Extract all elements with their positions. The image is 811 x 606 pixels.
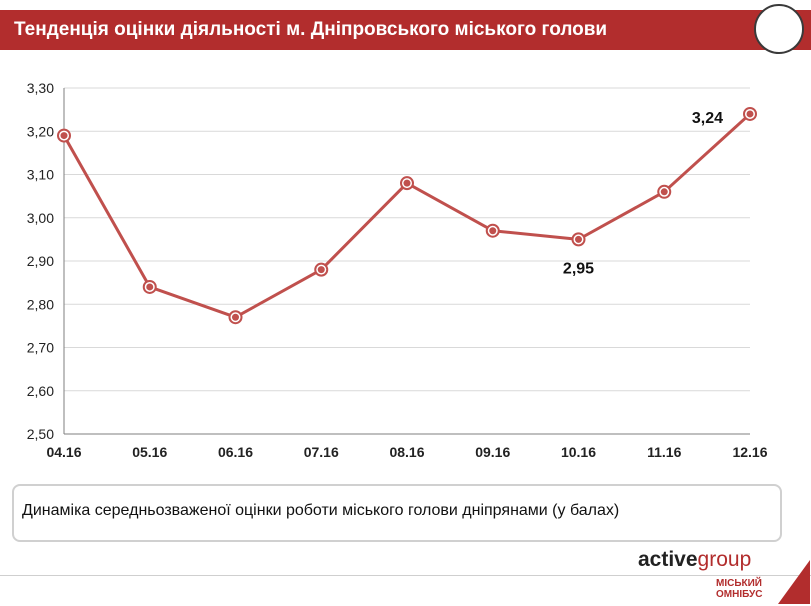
page-title: Тенденція оцінки діяльності м. Дніпровсь… [14,19,608,40]
data-point [60,132,68,140]
y-tick-label: 2,80 [27,296,54,312]
data-point [575,235,582,243]
x-tick-label: 04.16 [46,444,81,460]
series-line [62,112,752,319]
omnibus-logo: МІСЬКИЙ ОМНІБУС [716,578,778,600]
y-tick-label: 2,60 [27,383,54,399]
y-tick-label: 2,50 [27,426,54,442]
title-bar: Тенденція оцінки діяльності м. Дніпровсь… [0,10,811,50]
y-tick-label: 3,20 [27,123,54,139]
data-point [746,110,754,118]
y-tick-label: 3,10 [27,167,54,183]
data-point [403,179,411,187]
x-tick-label: 11.16 [647,444,681,460]
y-tick-label: 3,30 [27,80,54,96]
caption-box: Динаміка середньозваженої оцінки роботи … [12,484,782,542]
data-point [232,313,239,321]
x-tick-label: 10.16 [561,444,596,460]
footer-divider [0,575,811,576]
corner-circle-decoration [754,4,804,54]
data-point [317,266,325,274]
data-label: 2,95 [563,260,594,277]
x-tick-label: 07.16 [304,444,339,460]
y-tick-label: 2,90 [27,253,54,269]
y-tick-label: 2,70 [27,340,54,356]
x-tick-label: 12.16 [732,444,767,460]
brand-part-group: group [697,548,752,571]
omnibus-logo-line2: ОМНІБУС [716,589,763,600]
y-tick-label: 3,00 [27,210,54,226]
omnibus-logo-shape [778,560,810,604]
data-point [660,188,668,196]
x-tick-label: 05.16 [132,444,167,460]
x-tick-label: 06.16 [218,444,253,460]
data-point [146,283,154,291]
brand-part-active: active [638,548,698,571]
chart-caption: Динаміка середньозваженої оцінки роботи … [22,502,620,519]
data-label: 3,24 [692,110,723,127]
x-tick-label: 08.16 [389,444,424,460]
x-tick-label: 09.16 [475,444,510,460]
brand-logo: activegroup [638,548,751,572]
omnibus-logo-line1: МІСЬКИЙ [716,578,762,589]
data-point [489,227,497,235]
line-chart: 2,50 2,60 2,70 2,80 2,90 3,00 3,10 3,20 3,30 04.1… [27,80,768,460]
